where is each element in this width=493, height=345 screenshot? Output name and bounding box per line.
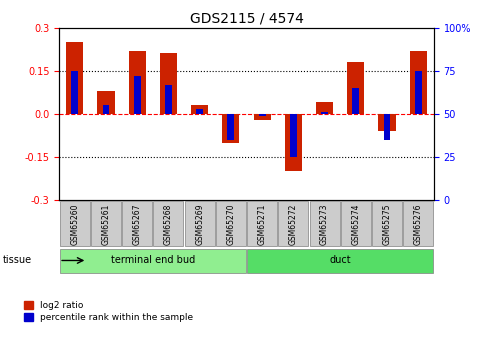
Text: tissue: tissue [2, 256, 32, 265]
Bar [222, 114, 240, 142]
Bar [321, 112, 328, 114]
FancyBboxPatch shape [153, 201, 183, 246]
Text: terminal end bud: terminal end bud [111, 256, 195, 265]
FancyBboxPatch shape [341, 201, 371, 246]
Title: GDS2115 / 4574: GDS2115 / 4574 [190, 11, 303, 25]
FancyBboxPatch shape [247, 201, 277, 246]
Text: GSM65267: GSM65267 [133, 203, 141, 245]
Text: duct: duct [329, 256, 351, 265]
Bar [134, 76, 141, 114]
Bar [259, 114, 266, 116]
FancyBboxPatch shape [122, 201, 152, 246]
Bar [191, 105, 208, 114]
Legend: log2 ratio, percentile rank within the sample: log2 ratio, percentile rank within the s… [24, 301, 194, 322]
Text: GSM65268: GSM65268 [164, 203, 173, 245]
Text: GSM65273: GSM65273 [320, 203, 329, 245]
Text: GSM65274: GSM65274 [352, 203, 360, 245]
Bar [227, 114, 234, 140]
Text: GSM65272: GSM65272 [289, 203, 298, 245]
FancyBboxPatch shape [60, 249, 246, 273]
Bar [196, 109, 203, 114]
FancyBboxPatch shape [216, 201, 246, 246]
Bar [316, 102, 333, 114]
Bar [165, 85, 172, 114]
Text: GSM65270: GSM65270 [226, 203, 235, 245]
Bar [410, 51, 427, 114]
FancyBboxPatch shape [60, 201, 90, 246]
Bar [253, 114, 271, 120]
Text: GSM65276: GSM65276 [414, 203, 423, 245]
Bar [379, 114, 395, 131]
Bar [415, 71, 422, 114]
FancyBboxPatch shape [372, 201, 402, 246]
Bar [290, 114, 297, 157]
Bar [160, 53, 177, 114]
Text: GSM65271: GSM65271 [258, 203, 267, 245]
FancyBboxPatch shape [247, 249, 433, 273]
FancyBboxPatch shape [185, 201, 214, 246]
Bar [352, 88, 359, 114]
FancyBboxPatch shape [279, 201, 308, 246]
FancyBboxPatch shape [403, 201, 433, 246]
Bar [66, 42, 83, 114]
Bar [384, 114, 390, 140]
Bar [347, 62, 364, 114]
Bar [285, 114, 302, 171]
Bar [103, 105, 109, 114]
Bar [129, 51, 146, 114]
Bar [98, 91, 114, 114]
Text: GSM65275: GSM65275 [383, 203, 391, 245]
FancyBboxPatch shape [310, 201, 340, 246]
FancyBboxPatch shape [91, 201, 121, 246]
Text: GSM65261: GSM65261 [102, 203, 110, 245]
Text: GSM65260: GSM65260 [70, 203, 79, 245]
Bar [71, 71, 78, 114]
Text: GSM65269: GSM65269 [195, 203, 204, 245]
